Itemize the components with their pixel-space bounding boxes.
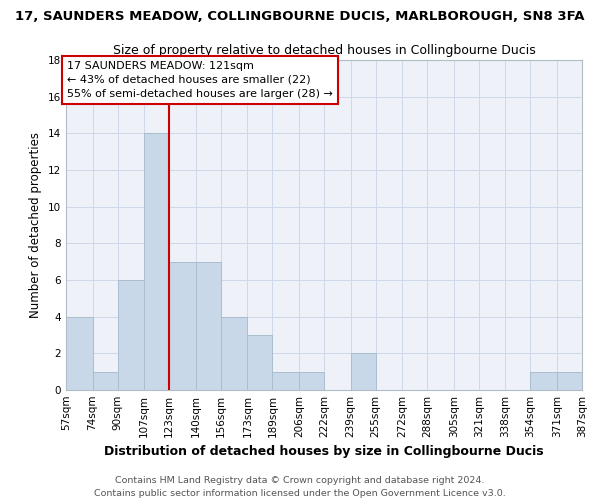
- Text: Contains HM Land Registry data © Crown copyright and database right 2024.
Contai: Contains HM Land Registry data © Crown c…: [94, 476, 506, 498]
- Bar: [221, 316, 247, 390]
- Bar: [144, 134, 169, 390]
- Bar: [118, 280, 144, 390]
- Text: 17 SAUNDERS MEADOW: 121sqm
← 43% of detached houses are smaller (22)
55% of semi: 17 SAUNDERS MEADOW: 121sqm ← 43% of deta…: [67, 61, 332, 99]
- Bar: [530, 372, 557, 390]
- Title: Size of property relative to detached houses in Collingbourne Ducis: Size of property relative to detached ho…: [113, 44, 535, 58]
- Bar: [92, 372, 118, 390]
- X-axis label: Distribution of detached houses by size in Collingbourne Ducis: Distribution of detached houses by size …: [104, 446, 544, 458]
- Bar: [66, 316, 92, 390]
- Y-axis label: Number of detached properties: Number of detached properties: [29, 132, 43, 318]
- Bar: [247, 335, 272, 390]
- Text: 17, SAUNDERS MEADOW, COLLINGBOURNE DUCIS, MARLBOROUGH, SN8 3FA: 17, SAUNDERS MEADOW, COLLINGBOURNE DUCIS…: [15, 10, 585, 23]
- Bar: [557, 372, 582, 390]
- Bar: [557, 372, 582, 390]
- Bar: [350, 354, 376, 390]
- Bar: [272, 372, 299, 390]
- Bar: [169, 262, 196, 390]
- Bar: [196, 262, 221, 390]
- Bar: [299, 372, 324, 390]
